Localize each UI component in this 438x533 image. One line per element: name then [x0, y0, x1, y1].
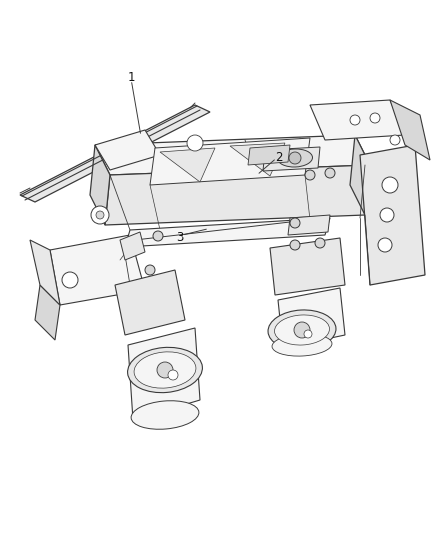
Polygon shape — [35, 285, 60, 340]
Circle shape — [324, 168, 334, 178]
Polygon shape — [50, 235, 145, 305]
Circle shape — [91, 206, 109, 224]
Polygon shape — [247, 145, 290, 165]
Circle shape — [381, 177, 397, 193]
Polygon shape — [309, 100, 404, 140]
Polygon shape — [359, 145, 424, 285]
Circle shape — [168, 370, 177, 380]
Polygon shape — [349, 135, 369, 215]
Ellipse shape — [134, 352, 195, 388]
Ellipse shape — [274, 315, 329, 345]
Polygon shape — [95, 135, 369, 175]
Circle shape — [187, 135, 202, 151]
Circle shape — [293, 322, 309, 338]
Circle shape — [290, 240, 299, 250]
Circle shape — [304, 170, 314, 180]
Polygon shape — [20, 105, 209, 202]
Ellipse shape — [268, 310, 335, 350]
Text: 3: 3 — [176, 231, 183, 244]
Circle shape — [369, 113, 379, 123]
Polygon shape — [30, 240, 60, 305]
Ellipse shape — [131, 401, 198, 429]
Polygon shape — [262, 147, 319, 171]
Polygon shape — [128, 328, 200, 420]
Polygon shape — [277, 288, 344, 348]
Circle shape — [349, 115, 359, 125]
Circle shape — [303, 330, 311, 338]
Ellipse shape — [127, 348, 202, 393]
Ellipse shape — [277, 149, 312, 167]
Circle shape — [157, 362, 173, 378]
Polygon shape — [287, 215, 329, 235]
Polygon shape — [269, 238, 344, 295]
Polygon shape — [159, 148, 215, 182]
Circle shape — [377, 238, 391, 252]
Text: 1: 1 — [127, 71, 135, 84]
Circle shape — [145, 265, 155, 275]
Polygon shape — [230, 143, 284, 176]
Circle shape — [379, 208, 393, 222]
Polygon shape — [115, 270, 184, 335]
Polygon shape — [95, 130, 159, 170]
Polygon shape — [125, 218, 329, 247]
Polygon shape — [105, 165, 369, 225]
Circle shape — [153, 231, 162, 241]
Circle shape — [290, 218, 299, 228]
Polygon shape — [120, 232, 145, 260]
Circle shape — [62, 272, 78, 288]
Polygon shape — [90, 145, 110, 225]
Circle shape — [314, 238, 324, 248]
Circle shape — [288, 152, 300, 164]
Ellipse shape — [272, 334, 331, 356]
Text: 2: 2 — [274, 151, 282, 164]
Polygon shape — [150, 138, 309, 185]
Circle shape — [389, 135, 399, 145]
Polygon shape — [389, 100, 429, 160]
Circle shape — [96, 211, 104, 219]
